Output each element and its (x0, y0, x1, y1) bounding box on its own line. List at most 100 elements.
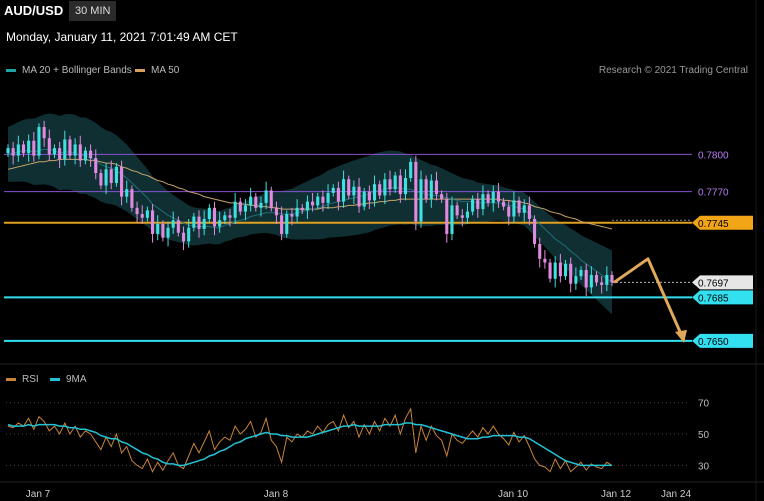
forecast-arrow-line (613, 257, 686, 342)
candle-body (295, 207, 299, 217)
legend-label: MA 20 + Bollinger Bands (22, 65, 132, 76)
candle-body (409, 161, 413, 178)
candle-body (78, 144, 82, 161)
x-tick-Jan-8: Jan 8 (264, 489, 289, 500)
candle-body (171, 220, 175, 228)
candle-body (543, 258, 547, 263)
candle-body (605, 274, 609, 285)
legend-item-9ma: 9MA (50, 374, 87, 385)
candle-body (207, 207, 211, 220)
candle-body (569, 263, 573, 284)
candle-body (202, 219, 206, 229)
candle-body (16, 144, 20, 156)
candle-body (150, 210, 155, 234)
candle-body (471, 199, 475, 212)
level-label-0.7770: 0.7770 (698, 188, 729, 199)
candle-body (32, 140, 36, 156)
candle-body (47, 138, 51, 155)
candle-body (496, 191, 500, 202)
candle-body (378, 184, 382, 196)
candle-body (419, 179, 423, 222)
candle-body (99, 173, 103, 186)
candle-body (321, 196, 325, 203)
candle-body (460, 215, 464, 218)
candle-body (140, 214, 144, 218)
candle-body (342, 179, 346, 202)
candle-body (125, 189, 129, 197)
credit-text: Research © 2021 Trading Central (598, 65, 748, 76)
candle-body (300, 207, 304, 211)
level-label-0.7745: 0.7745 (698, 219, 729, 230)
level-label-bg-0.7685 (692, 290, 753, 305)
candle-body (254, 196, 258, 208)
timestamp: Monday, January 11, 2021 7:01:49 AM CET (6, 30, 238, 44)
candle-body (83, 150, 87, 161)
candle-body (336, 187, 340, 202)
candle-body (316, 196, 320, 206)
candle-body (476, 199, 480, 210)
timeframe-button[interactable]: 30 MIN (69, 1, 117, 21)
legend-item-ma20: MA 20 + Bollinger Bands (6, 65, 132, 76)
candle-body (584, 270, 588, 288)
legend-swatch (135, 68, 145, 72)
candle-body (223, 215, 227, 221)
candle-body (403, 178, 408, 195)
candle-body (445, 199, 449, 234)
candle-body (218, 220, 222, 227)
candle-body (233, 201, 237, 218)
x-tick-Jan-10: Jan 10 (498, 489, 528, 500)
candle-body (176, 220, 180, 233)
candle-body (455, 205, 459, 216)
candle-body (553, 262, 557, 279)
candle-body (259, 202, 263, 208)
rsi-tick-30: 30 (698, 461, 710, 472)
candle-body (538, 243, 542, 259)
legend-label: 9MA (66, 374, 87, 385)
candle-body (58, 148, 62, 160)
ma20-line (7, 148, 613, 283)
forecast-arrow-head (675, 329, 687, 343)
candle-body (73, 144, 77, 156)
candle-body (285, 214, 289, 234)
candle-body (388, 179, 392, 190)
level-label-bg-0.7650 (692, 333, 753, 348)
candle-body (522, 205, 526, 213)
candle-body (579, 270, 583, 277)
candle-body (27, 140, 31, 154)
candle-body (517, 200, 521, 213)
candle-body (594, 274, 599, 283)
candle-body (362, 191, 366, 207)
candle-body (434, 180, 439, 195)
candles (6, 120, 614, 297)
candle-body (481, 194, 485, 210)
candle-body (527, 205, 531, 220)
candle-body (114, 166, 118, 183)
candle-body (429, 180, 433, 200)
candle-body (274, 207, 278, 216)
candle-body (450, 205, 454, 234)
candle-body (507, 206, 511, 217)
candle-body (187, 227, 191, 242)
candle-body (610, 274, 614, 283)
candle-body (192, 216, 196, 228)
level-label-0.7685: 0.7685 (698, 293, 729, 304)
candle-body (135, 207, 139, 215)
candle-body (440, 194, 444, 200)
candle-body (68, 139, 72, 156)
level-label-0.7650: 0.7650 (698, 337, 729, 348)
candle-body (367, 191, 371, 201)
candle-body (181, 232, 186, 242)
candle-body (465, 211, 470, 218)
candle-body (502, 201, 506, 207)
candle-body (600, 282, 604, 285)
candle-body (357, 186, 361, 207)
candle-body (372, 184, 377, 201)
rsi-ma-line (7, 422, 612, 467)
candle-body (94, 158, 98, 174)
level-label-0.7800: 0.7800 (698, 150, 729, 161)
candle-body (589, 274, 593, 288)
candle-body (383, 179, 387, 196)
legend-swatch (6, 68, 16, 72)
